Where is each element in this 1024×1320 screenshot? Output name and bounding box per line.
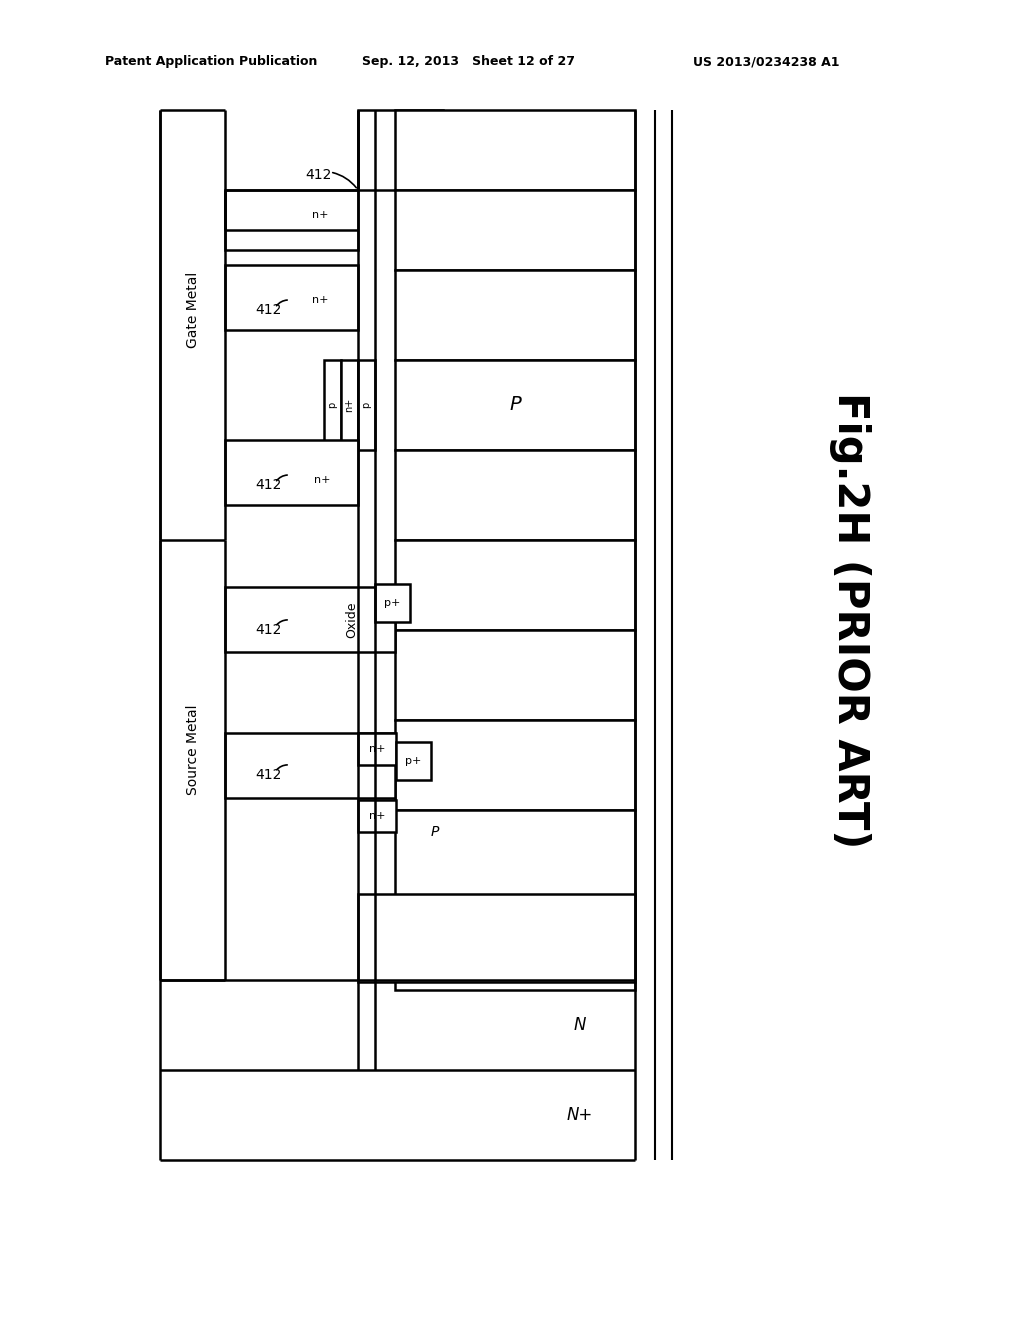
Text: p: p bbox=[361, 401, 371, 408]
Bar bbox=[395, 630, 635, 719]
Text: P: P bbox=[509, 396, 521, 414]
Bar bbox=[395, 900, 635, 990]
Text: p: p bbox=[327, 401, 337, 408]
Text: 412: 412 bbox=[255, 768, 282, 781]
Bar bbox=[395, 540, 635, 630]
Bar bbox=[395, 810, 635, 900]
Bar bbox=[358, 360, 375, 450]
Bar bbox=[395, 271, 635, 360]
Text: Oxide: Oxide bbox=[345, 602, 358, 639]
Text: 412: 412 bbox=[255, 478, 282, 492]
Bar bbox=[358, 110, 443, 190]
Text: Source Metal: Source Metal bbox=[186, 705, 200, 795]
Bar bbox=[358, 800, 396, 832]
Text: n+: n+ bbox=[369, 810, 385, 821]
Bar bbox=[225, 265, 358, 330]
Bar bbox=[395, 110, 635, 190]
Text: US 2013/0234238 A1: US 2013/0234238 A1 bbox=[693, 55, 840, 69]
Text: n+: n+ bbox=[369, 744, 385, 754]
Text: n+: n+ bbox=[313, 475, 331, 484]
Text: 412: 412 bbox=[305, 168, 331, 182]
Text: 412: 412 bbox=[255, 304, 282, 317]
Text: Sep. 12, 2013   Sheet 12 of 27: Sep. 12, 2013 Sheet 12 of 27 bbox=[362, 55, 575, 69]
Text: N+: N+ bbox=[567, 1106, 593, 1125]
Text: p+: p+ bbox=[404, 756, 421, 766]
Text: n+: n+ bbox=[311, 294, 329, 305]
Bar bbox=[324, 360, 341, 450]
Bar bbox=[225, 733, 395, 799]
Text: 412: 412 bbox=[255, 623, 282, 638]
Text: Patent Application Publication: Patent Application Publication bbox=[105, 55, 317, 69]
Text: p+: p+ bbox=[384, 598, 400, 609]
Bar bbox=[375, 583, 410, 622]
Bar bbox=[225, 587, 395, 652]
Bar bbox=[396, 742, 431, 780]
Text: Gate Metal: Gate Metal bbox=[186, 272, 200, 348]
Bar bbox=[341, 360, 358, 450]
Bar bbox=[225, 190, 358, 249]
Bar bbox=[358, 733, 396, 766]
Bar bbox=[395, 719, 635, 810]
Text: P: P bbox=[431, 825, 439, 840]
Text: N: N bbox=[573, 1016, 586, 1034]
Text: n+: n+ bbox=[344, 397, 354, 412]
Text: n+: n+ bbox=[311, 210, 329, 220]
Bar bbox=[395, 450, 635, 540]
Bar bbox=[395, 360, 635, 450]
Bar bbox=[358, 894, 635, 982]
Bar bbox=[225, 440, 358, 506]
Bar bbox=[395, 190, 635, 271]
Text: Fig.2H (PRIOR ART): Fig.2H (PRIOR ART) bbox=[829, 392, 871, 849]
